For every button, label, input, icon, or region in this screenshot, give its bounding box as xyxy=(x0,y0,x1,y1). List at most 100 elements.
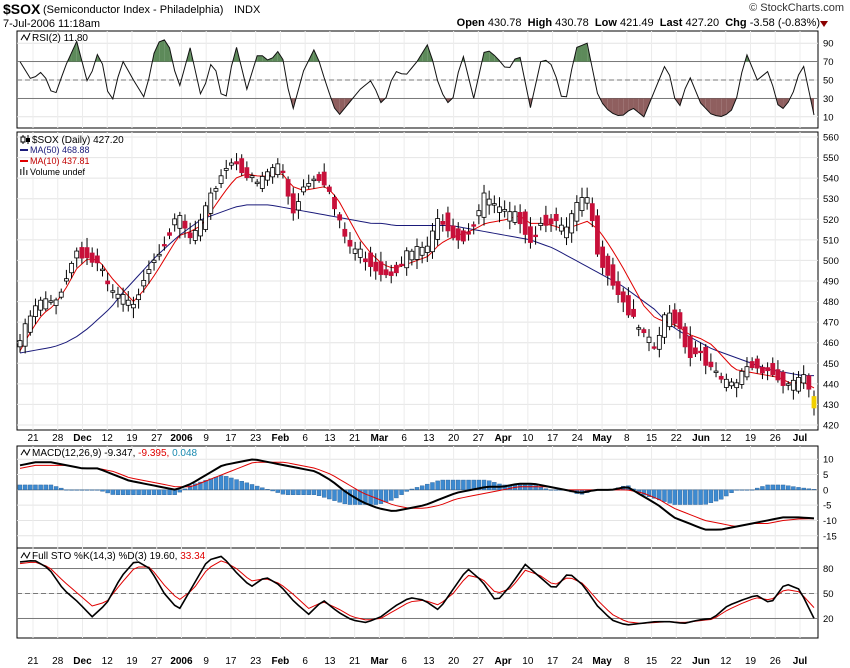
x-axis-label: 6 xyxy=(401,656,407,667)
candlestick xyxy=(476,204,482,225)
candlestick xyxy=(486,190,492,215)
x-axis-label: 6 xyxy=(302,433,308,444)
x-axis-label: Dec xyxy=(73,433,92,444)
candlestick xyxy=(409,248,415,266)
candlestick xyxy=(316,171,322,183)
price-legend-title: $SOX (Daily) 427.20 xyxy=(32,135,124,146)
macd-title-value: -9.347, xyxy=(104,448,135,459)
candlestick xyxy=(600,240,606,275)
macd-histogram-bar xyxy=(394,489,399,499)
candlestick xyxy=(198,213,203,242)
line-icon xyxy=(20,551,31,560)
macd-histogram-bar xyxy=(244,482,250,491)
candle-icon xyxy=(20,135,30,144)
macd-histogram-bar xyxy=(193,483,198,491)
macd-histogram-bar xyxy=(337,489,342,503)
price-tick-label: 430 xyxy=(823,400,839,411)
candlestick xyxy=(296,193,301,219)
candlestick xyxy=(22,318,28,354)
candlestick xyxy=(33,298,38,325)
macd-histogram-bar xyxy=(780,484,786,491)
candlestick xyxy=(682,323,688,354)
candlestick xyxy=(306,174,312,189)
macd-tick-label: -5 xyxy=(823,501,831,512)
macd-histogram-bar xyxy=(440,479,445,491)
candlestick xyxy=(651,342,657,350)
candlestick xyxy=(625,287,631,318)
rsi-fill xyxy=(272,51,278,62)
candlestick xyxy=(765,362,770,381)
candlestick xyxy=(182,214,188,238)
candlestick xyxy=(69,261,74,279)
down-arrow-icon xyxy=(820,21,828,27)
candlestick xyxy=(223,159,229,179)
candlestick xyxy=(801,365,807,389)
sto-title-k: 19.60, xyxy=(150,551,178,562)
watermark: © StockCharts.com xyxy=(749,2,844,14)
rsi-fill xyxy=(623,98,629,116)
macd-histogram-bar xyxy=(151,489,157,495)
macd-histogram-bar xyxy=(528,484,533,491)
rsi-fill xyxy=(154,41,160,62)
macd-histogram-bar xyxy=(100,489,105,492)
candlestick xyxy=(780,370,786,394)
macd-histogram-bar xyxy=(48,484,54,491)
macd-histogram-bar xyxy=(718,489,724,500)
x-axis-label: 22 xyxy=(671,656,683,667)
candlestick xyxy=(739,368,745,389)
candlestick xyxy=(347,232,353,254)
candlestick xyxy=(461,228,466,245)
candlestick xyxy=(105,272,111,292)
x-axis-label: 12 xyxy=(720,433,732,444)
candlestick xyxy=(698,342,703,361)
rsi-fill xyxy=(344,98,350,109)
candlestick xyxy=(703,344,709,375)
rsi-fill xyxy=(710,98,717,116)
x-axis-label: Mar xyxy=(370,433,388,444)
macd-histogram-bar xyxy=(182,488,188,491)
candlestick xyxy=(806,373,812,398)
rsi-fill xyxy=(700,98,706,109)
macd-histogram-bar xyxy=(646,489,652,497)
chg-value: -3.58 (-0.83%) xyxy=(749,17,820,29)
x-axis-label: 9 xyxy=(203,433,209,444)
x-axis-label: 8 xyxy=(624,433,630,444)
candlestick xyxy=(631,299,636,319)
macd-histogram-bar xyxy=(110,489,116,495)
candlestick xyxy=(667,305,673,331)
macd-histogram-bar xyxy=(22,484,28,491)
candlestick xyxy=(326,184,332,195)
macd-histogram-bar xyxy=(378,489,384,504)
x-axis-label: 10 xyxy=(522,656,534,667)
candlestick xyxy=(172,213,178,232)
macd-histogram-bar xyxy=(486,480,492,491)
candlestick xyxy=(708,353,714,371)
macd-histogram-bar xyxy=(811,489,817,491)
exchange: INDX xyxy=(234,4,261,16)
rsi-fill xyxy=(514,57,521,62)
candlestick xyxy=(115,286,121,308)
price-tick-label: 560 xyxy=(823,133,839,144)
candlestick xyxy=(280,164,286,179)
macd-histogram-bar xyxy=(708,489,714,503)
sto-title-name: Full STO %K(14,3) %D(3) xyxy=(32,551,147,562)
macd-histogram-bar xyxy=(749,489,755,491)
macd-histogram-bar xyxy=(425,483,430,491)
candlestick xyxy=(58,288,64,300)
macd-tick-label: 5 xyxy=(823,470,828,481)
x-axis-label: 19 xyxy=(745,433,757,444)
macd-histogram-bar xyxy=(461,479,466,491)
macd-histogram-bar xyxy=(89,489,95,491)
macd-histogram-bar xyxy=(435,480,440,491)
macd-histogram-bar xyxy=(115,489,121,495)
macd-histogram-bar xyxy=(698,489,703,505)
x-axis-label: 13 xyxy=(324,656,336,667)
rsi-fill xyxy=(716,98,722,117)
macd-histogram-bar xyxy=(554,489,559,491)
x-axis-label: Feb xyxy=(272,656,290,667)
rsi-fill xyxy=(602,98,608,110)
macd-histogram-bar xyxy=(301,489,306,495)
rsi-tick-label: 90 xyxy=(823,39,834,50)
macd-histogram-bar xyxy=(389,489,394,501)
candlestick xyxy=(146,260,152,284)
